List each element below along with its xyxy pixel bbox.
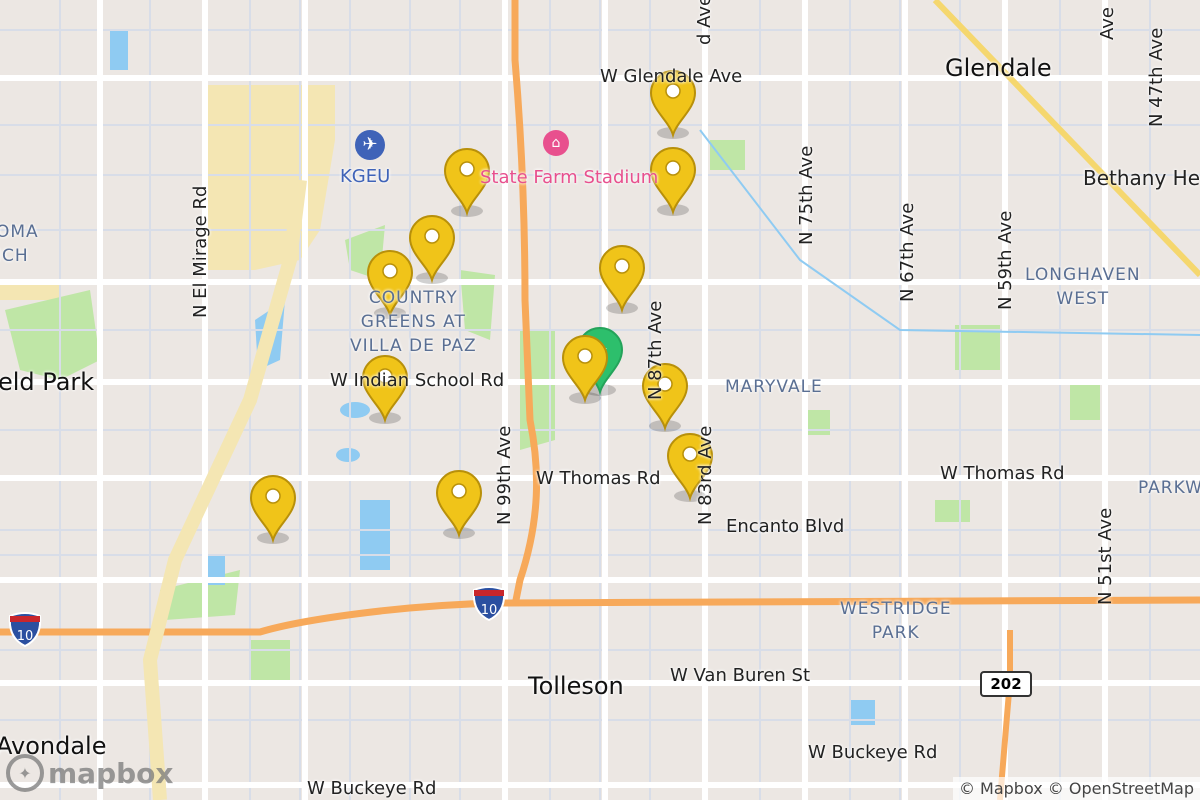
markers-layer: ★ (249, 70, 714, 544)
neighborhood-parkway: PARKW (1138, 478, 1200, 498)
street-label-91st: d Ave (694, 0, 715, 45)
map-marker[interactable] (361, 355, 409, 424)
street-label-buckeye-west: W Buckeye Rd (307, 778, 437, 799)
map-pin-icon (665, 160, 681, 176)
map-pin-icon (577, 348, 593, 364)
street-label-47th: N 47th Ave (1146, 27, 1167, 127)
poi-airport-kgeu[interactable]: KGEU (340, 166, 391, 187)
stadium-icon: ⌂ (543, 130, 569, 156)
city-label-glendale: Glendale (945, 54, 1052, 82)
neighborhood-westridge-park: WESTRIDGE PARK (840, 599, 952, 643)
neighborhood-country-greens: COUNTRY GREENS AT VILLA DE PAZ (350, 288, 477, 356)
street-label-75th: N 75th Ave (796, 145, 817, 245)
map-pin-icon (682, 446, 698, 462)
shield-text: 10 (17, 629, 34, 644)
street-label-el-mirage: N El Mirage Rd (190, 185, 211, 318)
map-pin-icon (614, 258, 630, 274)
street-label-55th: Ave (1097, 7, 1118, 40)
city-label-tolleson: Tolleson (528, 672, 624, 700)
street-label-glendale-ave: W Glendale Ave (600, 66, 743, 87)
poi-state-farm-stadium[interactable]: State Farm Stadium (480, 167, 659, 188)
street-label-indian-school: W Indian School Rd (330, 370, 505, 391)
map-pin-icon (265, 488, 281, 504)
map-pin-icon (377, 368, 393, 384)
city-label-bethany: Bethany He (1083, 166, 1200, 190)
map-pin-icon (382, 263, 398, 279)
interstate-10-shield-west: 10 (8, 612, 42, 648)
map-pin-icon (657, 376, 673, 392)
grand-ave-highway (932, 0, 1200, 278)
map-marker[interactable] (443, 148, 491, 217)
map-pin-icon (665, 83, 681, 99)
map-marker[interactable] (666, 433, 714, 502)
canal (699, 129, 1200, 336)
attribution[interactable]: © Mapbox © OpenStreetMap (952, 777, 1200, 800)
neighborhood-roma: OMA ICH (0, 222, 39, 266)
street-label-51st: N 51st Ave (1095, 507, 1116, 605)
agua-fria-river (142, 179, 307, 800)
street-label-buckeye-east: W Buckeye Rd (808, 742, 938, 763)
map-marker[interactable] (366, 250, 414, 319)
map-marker[interactable] (598, 245, 646, 314)
street-label-59th: N 59th Ave (995, 210, 1016, 310)
shield-text: 10 (481, 603, 498, 618)
map-marker[interactable] (649, 147, 697, 216)
map-pin-icon (424, 228, 440, 244)
neighborhood-maryvale: MARYVALE (725, 377, 823, 397)
map-marker[interactable] (435, 470, 483, 539)
map-marker[interactable] (649, 70, 697, 139)
interstate-10-shield-east: 10 (472, 586, 506, 622)
map-marker[interactable] (249, 475, 297, 544)
map-pin-icon (451, 483, 467, 499)
map-marker[interactable] (561, 335, 609, 404)
street-label-87th: N 87th Ave (645, 300, 666, 400)
mapbox-logo[interactable]: ✦ mapbox (6, 754, 173, 792)
mapbox-logo-icon: ✦ (6, 754, 44, 792)
neighborhood-longhaven-west: LONGHAVEN WEST (1025, 265, 1141, 309)
map-marker[interactable] (641, 363, 689, 432)
map-marker[interactable] (408, 215, 456, 284)
street-label-99th: N 99th Ave (494, 425, 515, 525)
airport-icon: ✈ (355, 130, 385, 160)
street-label-thomas-east: W Thomas Rd (940, 463, 1065, 484)
street-label-van-buren: W Van Buren St (670, 665, 811, 686)
loop-101-freeway (511, 0, 541, 606)
map-pin-icon (459, 161, 475, 177)
sr202-shield: 202 (980, 671, 1032, 697)
street-label-thomas-west: W Thomas Rd (536, 468, 661, 489)
city-label-litchfield-park: eld Park (0, 368, 95, 396)
street-label-67th: N 67th Ave (897, 202, 918, 302)
mapbox-wordmark: mapbox (48, 756, 174, 790)
street-label-encanto: Encanto Blvd (726, 516, 845, 537)
street-label-83rd: N 83rd Ave (695, 425, 716, 525)
